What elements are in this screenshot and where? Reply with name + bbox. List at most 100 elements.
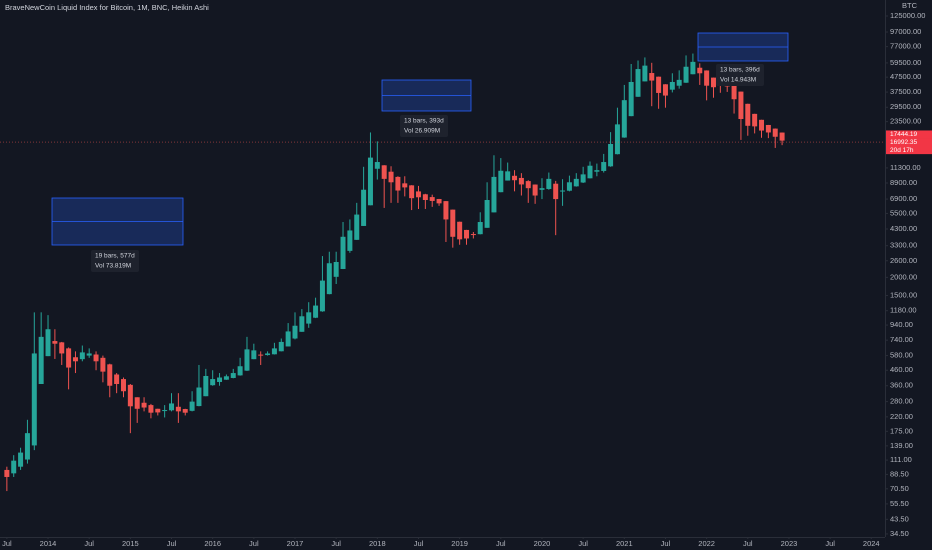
candle-body [203,375,209,397]
last-price-label: 17444.19 [890,131,917,138]
candle-body [18,452,24,467]
candle-body [656,76,662,93]
candle-body [299,316,305,332]
candle-body [512,175,518,181]
candle-body [162,410,168,412]
candle-body [669,81,675,90]
candle-body [752,113,758,127]
candle-body [333,261,339,277]
candle-body [79,352,85,360]
y-tick-label: 2000.00 [890,272,917,281]
candle-body [189,401,195,411]
y-tick-label: 940.00 [890,320,913,329]
candle-body [621,100,627,138]
candle-body [731,84,737,100]
y-tick-label: 125000.00 [890,11,925,20]
measure-bars: 19 bars, 577d [95,253,135,260]
candle-body [587,165,593,179]
y-tick-label: 740.00 [890,335,913,344]
candle-body [93,354,99,362]
candle-body [381,165,387,179]
candle-body [608,143,614,167]
candle-body [141,402,147,408]
candle-body [464,229,470,239]
candle-body [155,408,161,413]
y-tick-label: 47500.00 [890,72,921,81]
y-tick-label: 70.50 [890,484,909,493]
candle-body [402,183,408,188]
candle-body [210,379,216,386]
y-tick-label: 1180.00 [890,306,917,315]
x-tick-label: 2015 [122,539,139,548]
candle-body [635,69,641,97]
price-label-box [886,130,932,139]
measure-bars: 13 bars, 393d [404,118,444,125]
candle-body [251,350,257,360]
candle-body [477,222,483,235]
candle-body [271,348,277,355]
candle-body [614,124,620,155]
x-tick-label: Jul [825,539,835,548]
x-tick-label: Jul [661,539,671,548]
candle-body [258,354,264,356]
candle-body [662,84,668,96]
candle-body [367,157,373,206]
candle-body [31,353,37,446]
candle-body [354,214,360,240]
candle-body [285,331,291,347]
candle-body [601,162,607,171]
candle-body [120,379,126,392]
candle-body [217,377,223,382]
candle-body [772,128,778,137]
candle-body [518,177,524,185]
x-tick-label: 2019 [451,539,468,548]
candle-body [66,348,72,368]
candle-body [100,357,106,372]
candle-body [560,190,566,192]
candle-body [59,342,65,354]
candle-body [690,61,696,75]
candle-body [134,397,140,409]
candle-body [470,234,476,236]
x-tick-label: Jul [331,539,341,548]
y-tick-label: 11300.00 [890,163,921,172]
candle-body [505,171,511,181]
candle-body [532,184,538,196]
measure-label-box [91,250,139,272]
x-tick-label: Jul [84,539,94,548]
candle-body [642,65,648,82]
last-price-label: 16992.35 [890,139,917,146]
candle-body [594,170,600,172]
candle-body [697,67,703,74]
y-tick-label: 280.00 [890,397,913,406]
chart-title: BraveNewCoin Liquid Index for Bitcoin, 1… [5,3,209,12]
candle-body [24,433,30,460]
y-tick-label: 59500.00 [890,58,921,67]
y-tick-label: 460.00 [890,365,913,374]
candle-body [292,325,298,339]
candle-body [415,191,421,198]
y-tick-label: 8900.00 [890,178,917,187]
measure-volume: Vol 14.943M [720,77,756,84]
candle-body [114,374,120,384]
candle-body [237,366,243,376]
x-tick-label: Jul [743,539,753,548]
y-tick-label: 43.50 [890,514,909,523]
candle-body [745,103,751,126]
x-tick-label: 2016 [204,539,221,548]
candle-body [539,188,545,190]
x-tick-label: 2017 [287,539,304,548]
candle-body [422,194,428,201]
candle-body [4,469,10,477]
candle-body [779,132,785,141]
y-tick-label: 580.00 [890,351,913,360]
y-tick-label: 6900.00 [890,194,917,203]
candle-body [313,305,319,318]
x-tick-label: 2024 [863,539,880,548]
y-tick-label: 55.50 [890,499,909,508]
candle-body [347,230,353,251]
y-tick-label: 34.50 [890,529,909,538]
candle-body [498,170,504,193]
x-tick-label: 2018 [369,539,386,548]
y-tick-label: 29500.00 [890,102,921,111]
